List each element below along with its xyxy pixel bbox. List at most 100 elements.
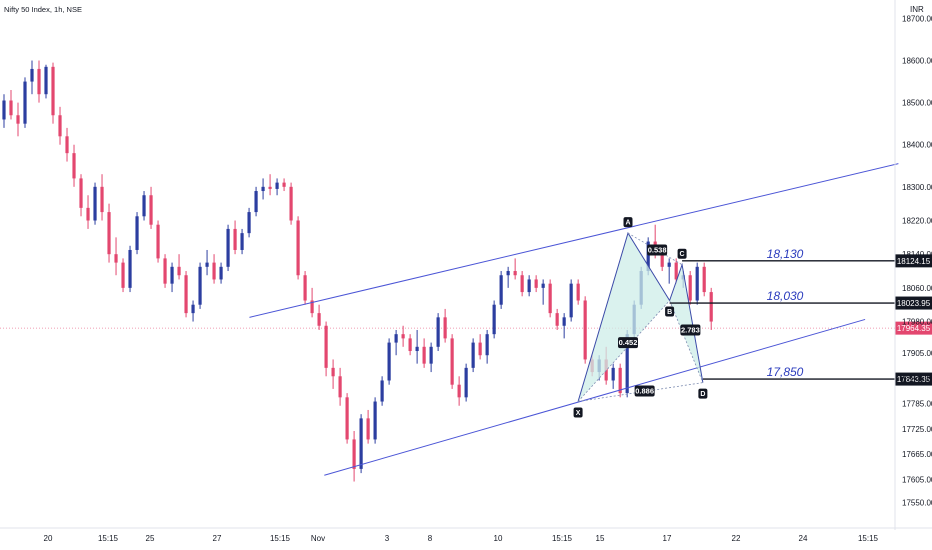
candle-body: [170, 266, 174, 284]
candle-body: [51, 66, 55, 116]
candle-body: [163, 258, 167, 284]
time-tick-label: 10: [494, 534, 503, 543]
price-tick-label: 18140.00: [902, 250, 932, 259]
candle: [177, 254, 181, 280]
candle: [443, 308, 447, 343]
pattern-ratio-box: [634, 385, 655, 397]
candle-body: [520, 275, 524, 293]
price-tick-label: 17665.00: [902, 450, 932, 459]
pattern-ac-dashed: [627, 232, 683, 266]
candle-body: [625, 334, 629, 394]
candle-body: [198, 266, 202, 305]
candle-body: [23, 81, 27, 124]
candle: [2, 94, 6, 128]
candle: [464, 363, 468, 402]
time-axis[interactable]: 20 15:15 25 27 15:15 Nov 3 8 10 15:15 15 17 22 24 15:1…: [0, 527, 932, 543]
channel-lines: [249, 163, 899, 476]
candle-body: [401, 334, 405, 339]
candle-body: [387, 342, 391, 381]
candle-body: [555, 313, 559, 326]
pattern-point-c: C: [677, 248, 687, 259]
time-tick-label: 15:15: [98, 534, 119, 543]
candle: [562, 313, 566, 339]
candle-body: [331, 367, 335, 377]
price-tick-label: 17905.00: [902, 349, 932, 358]
candle: [93, 182, 97, 225]
candle-body: [562, 317, 566, 326]
candle-body: [142, 195, 146, 217]
price-tick-label: 17845.00: [902, 374, 932, 383]
candle: [296, 216, 300, 280]
price-axis[interactable]: 18700.00 18600.00 18500.00 18400.00 18300.00…: [894, 0, 932, 530]
candle: [506, 266, 510, 288]
candle: [254, 186, 258, 217]
price-tick-label: 17980.00: [902, 318, 932, 327]
candle-body: [534, 279, 538, 288]
candle-body: [114, 254, 118, 263]
candle-body: [583, 300, 587, 360]
candle: [303, 271, 307, 305]
pattern-point-box: [573, 407, 583, 418]
candle: [674, 258, 678, 284]
candle-body: [58, 115, 62, 137]
candle-body: [380, 380, 384, 402]
current-price-tag-text: 17964.35: [897, 324, 931, 333]
pattern-point-b: B: [665, 306, 675, 317]
candle-body: [688, 275, 692, 301]
candle-body: [513, 271, 517, 276]
price-tick-label: 18500.00: [902, 99, 932, 108]
candle-body: [541, 283, 545, 288]
candle: [226, 224, 230, 272]
candle: [198, 262, 202, 309]
candle: [611, 363, 615, 389]
candle-body: [611, 367, 615, 381]
candle-body: [135, 216, 139, 250]
time-tick-label: 22: [732, 534, 741, 543]
candle: [527, 275, 531, 297]
candle: [268, 174, 272, 196]
candle-body: [667, 262, 671, 267]
pattern-ratio: 0.452: [618, 337, 638, 349]
pattern-ratio-label: 2.783: [681, 326, 700, 335]
candle-body: [128, 249, 132, 288]
price-tick-label: 17605.00: [902, 475, 932, 484]
time-tick-label: 25: [146, 534, 155, 543]
candle: [247, 207, 251, 238]
candle: [30, 60, 34, 95]
candle: [408, 334, 412, 356]
candle: [338, 367, 342, 406]
candle-body: [373, 401, 377, 440]
candle-body: [352, 439, 356, 469]
candle-body: [464, 367, 468, 398]
candle: [205, 249, 209, 276]
candle: [114, 237, 118, 276]
pattern-xab-fill: [578, 233, 670, 402]
candle-body: [436, 317, 440, 347]
pattern-ratio: 0.538: [647, 244, 668, 256]
candle: [331, 359, 335, 389]
candle-body: [121, 262, 125, 288]
current-price-tag: [895, 321, 932, 335]
candle-body: [450, 338, 454, 385]
pattern-point-label: A: [625, 220, 630, 227]
price-tick-label: 18300.00: [902, 183, 932, 192]
candle-body: [548, 283, 552, 314]
candle: [541, 279, 545, 305]
candle: [212, 254, 216, 284]
pattern-point-label: X: [576, 410, 581, 417]
candle: [569, 279, 573, 322]
pattern-point-box: [677, 248, 687, 259]
level-price-tag: [895, 296, 932, 310]
candle-body: [205, 262, 209, 267]
time-tick-label: 15: [596, 534, 605, 543]
candle-body: [702, 266, 706, 293]
candle: [695, 262, 699, 305]
candle: [667, 258, 671, 284]
level-label: 18,130: [767, 247, 804, 261]
chart-title: Nifty 50 Index, 1h, NSE: [4, 5, 82, 14]
candle: [79, 174, 83, 217]
pattern-bd-dashed: [669, 300, 704, 383]
candle-body: [695, 266, 699, 301]
